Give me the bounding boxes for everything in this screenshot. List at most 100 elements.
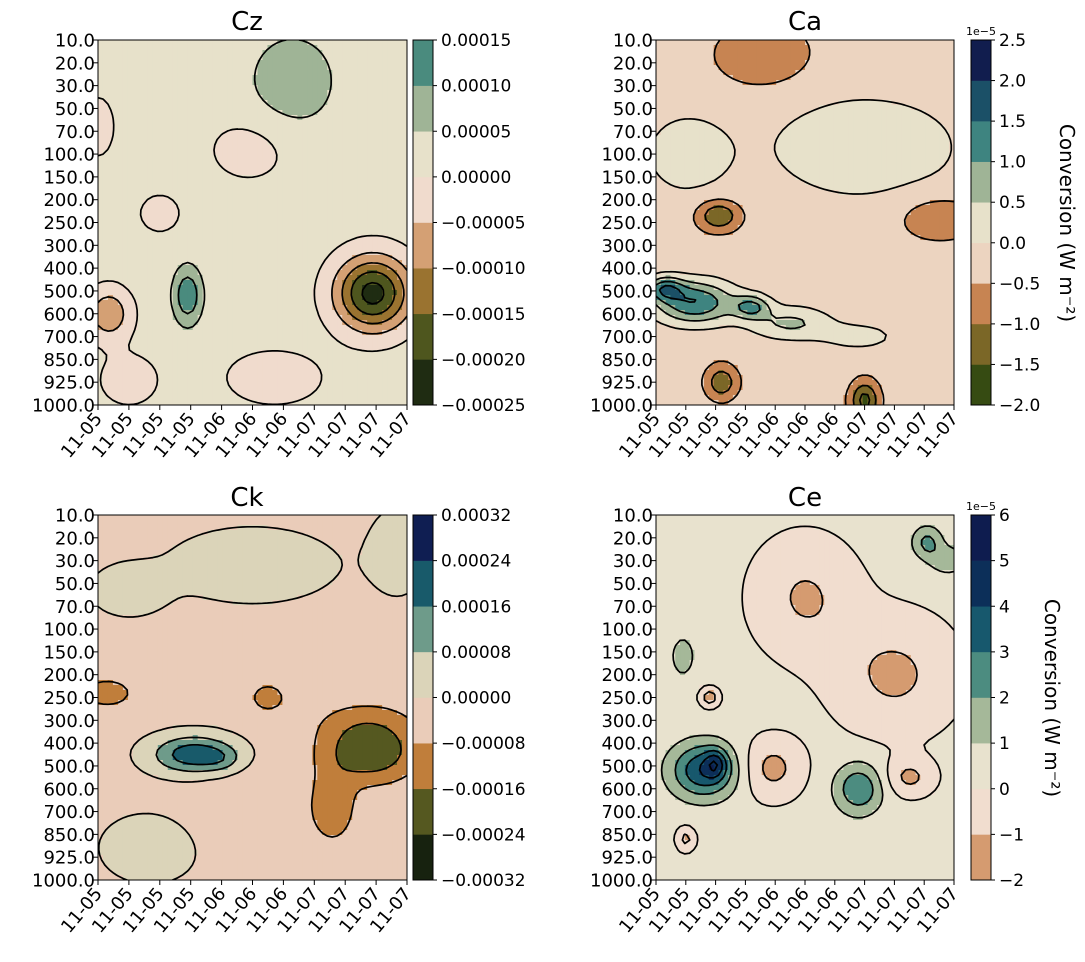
contour-cell (132, 220, 139, 226)
contour-cell (187, 250, 194, 256)
contour-cell (107, 55, 114, 61)
contour-cell (704, 55, 710, 61)
contour-cell (357, 210, 363, 216)
contour-cell (212, 355, 219, 361)
contour-cell (392, 200, 398, 206)
contour-cell (392, 255, 398, 261)
contour-cell (252, 210, 259, 216)
contour-cell (292, 330, 298, 336)
contour-cell (372, 85, 378, 91)
contour-cell (98, 100, 104, 106)
contour-cell (272, 390, 279, 396)
contour-cell (192, 355, 199, 361)
contour-cell (287, 340, 293, 346)
contour-cell (332, 40, 338, 46)
contour-cell (162, 370, 169, 376)
contour-cell (272, 60, 279, 66)
contour-cell (357, 300, 363, 306)
contour-cell (337, 45, 343, 51)
contour-cell (182, 240, 189, 246)
contour-cell (287, 355, 293, 361)
contour-cell (262, 120, 269, 126)
contour-cell (342, 350, 348, 356)
contour-cell (277, 260, 283, 266)
contour-cell (302, 200, 308, 206)
contour-cell (277, 205, 283, 211)
contour-cell (112, 305, 119, 311)
contour-cell (297, 95, 303, 101)
contour-cell (322, 400, 328, 405)
contour-cell (357, 380, 363, 386)
contour-cell (232, 330, 239, 336)
contour-cell (247, 250, 254, 256)
contour-cell (237, 355, 244, 361)
contour-cell (377, 45, 383, 51)
contour-cell (212, 195, 219, 201)
contour-cell (297, 170, 303, 176)
contour-cell (292, 180, 298, 186)
contour-cell (292, 315, 298, 321)
contour-cell (152, 215, 159, 221)
contour-cell (122, 385, 129, 391)
contour-cell (127, 385, 134, 391)
contour-cell (162, 215, 169, 221)
contour-cell (262, 70, 269, 76)
contour-cell (267, 40, 274, 46)
contour-cell (252, 100, 259, 106)
colorbar-band (413, 131, 433, 178)
contour-cell (372, 155, 378, 161)
contour-cell (332, 120, 338, 126)
contour-cell (142, 320, 149, 326)
contour-cell (147, 110, 154, 116)
contour-cell (282, 295, 288, 301)
contour-cell (142, 70, 149, 76)
contour-cell (177, 65, 184, 71)
contour-cell (362, 115, 368, 121)
contour-cell (317, 80, 323, 86)
contour-cell (237, 335, 244, 341)
contour-cell (227, 395, 234, 401)
contour-cell (362, 100, 368, 106)
contour-cell (402, 175, 407, 181)
contour-cell (122, 280, 129, 286)
contour-cell (202, 70, 209, 76)
contour-cell (182, 160, 189, 166)
contour-cell (187, 130, 194, 136)
contour-cell (342, 200, 348, 206)
contour-cell (312, 70, 318, 76)
contour-cell (272, 245, 279, 251)
contour-cell (742, 55, 748, 61)
contour-cell (302, 360, 308, 366)
contour-cell (132, 65, 139, 71)
contour-cell (382, 275, 388, 281)
contour-cell (327, 155, 333, 161)
contour-cell (212, 385, 219, 391)
contour-cell (257, 320, 264, 326)
contour-cell (322, 120, 328, 126)
contour-cell (117, 250, 124, 256)
contour-cell (886, 45, 893, 51)
contour-cell (785, 40, 792, 46)
contour-cell (277, 345, 283, 351)
contour-cell (670, 60, 676, 66)
contour-cell (342, 125, 348, 131)
contour-cell (117, 210, 124, 216)
contour-cell (342, 225, 348, 231)
contour-cell (237, 375, 244, 381)
contour-cell (367, 235, 373, 241)
contour-cell (362, 305, 368, 311)
contour-cell (102, 145, 109, 151)
contour-cell (352, 60, 358, 66)
contour-cell (197, 305, 204, 311)
contour-cell (277, 255, 283, 261)
contour-cell (112, 200, 119, 206)
contour-cell (122, 320, 129, 326)
contour-cell (881, 45, 888, 51)
contour-cell (752, 55, 758, 61)
contour-cell (117, 270, 124, 276)
contour-cell (272, 355, 279, 361)
contour-cell (392, 50, 398, 56)
contour-cell (202, 45, 209, 51)
contour-cell (372, 75, 378, 81)
contour-cell (177, 370, 184, 376)
